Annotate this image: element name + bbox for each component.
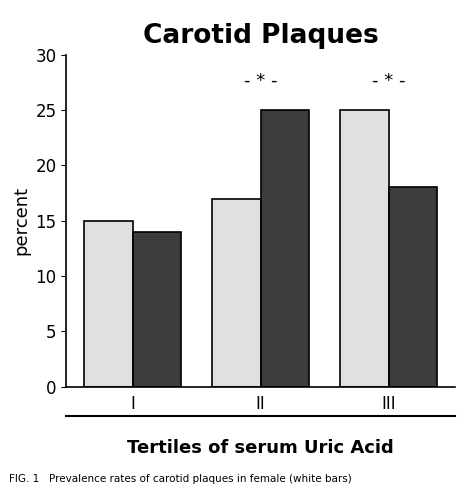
Text: Tertiles of serum Uric Acid: Tertiles of serum Uric Acid [128,439,394,457]
Bar [84,221,133,387]
Bar [340,110,389,387]
Bar [261,110,310,387]
Bar [389,187,438,387]
Bar [133,232,182,387]
Text: FIG. 1   Prevalence rates of carotid plaques in female (white bars): FIG. 1 Prevalence rates of carotid plaqu… [9,474,352,484]
Bar [212,198,261,387]
Y-axis label: percent: percent [12,186,30,255]
Text: - * -: - * - [372,72,405,90]
Text: - * -: - * - [244,72,277,90]
Title: Carotid Plaques: Carotid Plaques [143,23,379,50]
